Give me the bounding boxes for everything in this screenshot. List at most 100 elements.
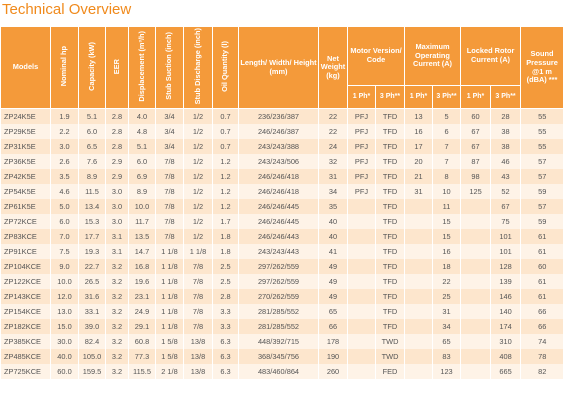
value-cell: 74 bbox=[520, 334, 563, 349]
phase-header: 1 Ph* bbox=[404, 85, 433, 109]
value-cell: 7.6 bbox=[78, 154, 106, 169]
value-cell: 1.8 bbox=[212, 229, 239, 244]
value-cell: 98 bbox=[460, 169, 491, 184]
value-cell: 61 bbox=[520, 274, 563, 289]
value-cell: 11.5 bbox=[78, 184, 106, 199]
value-cell: 368/345/756 bbox=[238, 349, 319, 364]
table-row: ZP29K5E 2.2 6.0 2.8 4.8 3/4 1/2 0.7 246/246/387 2… bbox=[0, 124, 563, 139]
value-cell bbox=[460, 259, 491, 274]
value-cell: 11.7 bbox=[128, 214, 156, 229]
value-cell: 60 bbox=[460, 108, 491, 124]
table-header: Models Nominal hp Capacity (kW) EER Displace… bbox=[0, 26, 563, 109]
value-cell: 1 1/8 bbox=[155, 244, 184, 259]
value-cell: 19.6 bbox=[128, 274, 156, 289]
value-cell: 10.0 bbox=[128, 199, 156, 214]
value-cell: 3.2 bbox=[105, 304, 129, 319]
value-cell: 246/246/418 bbox=[238, 184, 319, 199]
table-row: ZP31K5E 3.0 6.5 2.8 5.1 3/4 1/2 0.7 243/243/388 2… bbox=[0, 139, 563, 154]
value-cell: 5.0 bbox=[50, 199, 79, 214]
value-cell: 243/243/506 bbox=[238, 154, 319, 169]
value-cell: 22.7 bbox=[78, 259, 106, 274]
value-cell: 8.9 bbox=[78, 169, 106, 184]
value-cell bbox=[460, 364, 491, 379]
value-cell: 1/2 bbox=[183, 139, 213, 154]
value-cell: 10.0 bbox=[50, 274, 79, 289]
value-cell: 1/2 bbox=[183, 124, 213, 139]
value-cell: 31.6 bbox=[78, 289, 106, 304]
value-cell: 6.9 bbox=[128, 169, 156, 184]
value-cell bbox=[347, 319, 376, 334]
value-cell: 55 bbox=[520, 108, 563, 124]
value-cell: 2.6 bbox=[50, 154, 79, 169]
value-cell: 15 bbox=[431, 229, 461, 244]
value-cell: 34 bbox=[431, 319, 461, 334]
value-cell bbox=[347, 349, 376, 364]
value-cell: 236/236/387 bbox=[238, 108, 319, 124]
value-cell: 65 bbox=[431, 334, 461, 349]
value-cell: 49 bbox=[318, 259, 348, 274]
value-cell: 31 bbox=[404, 184, 433, 199]
value-cell: 38 bbox=[490, 124, 521, 139]
value-cell: 3.2 bbox=[105, 319, 129, 334]
value-cell: 2.9 bbox=[105, 169, 129, 184]
value-cell: 61 bbox=[520, 229, 563, 244]
value-cell: 40.0 bbox=[50, 349, 79, 364]
value-cell: 52 bbox=[490, 184, 521, 199]
column-header: Capacity (kW) bbox=[78, 26, 106, 109]
value-cell: 13.4 bbox=[78, 199, 106, 214]
value-cell: 22 bbox=[318, 124, 348, 139]
value-cell: 1 1/8 bbox=[155, 304, 184, 319]
value-cell: TFD bbox=[375, 229, 405, 244]
value-cell: PFJ bbox=[347, 139, 376, 154]
value-cell: 7/8 bbox=[183, 304, 213, 319]
value-cell: TFD bbox=[375, 139, 405, 154]
value-cell: 3.0 bbox=[105, 199, 129, 214]
value-cell: 246/246/443 bbox=[238, 229, 319, 244]
subheader-row: 1 Ph* 3 Ph** 1 Ph* 3 Ph** 1 Ph* 3 Ph** bbox=[1, 85, 563, 109]
value-cell: TWD bbox=[375, 334, 405, 349]
title: Technical Overview bbox=[2, 1, 132, 18]
value-cell: 87 bbox=[460, 154, 491, 169]
value-cell: 125 bbox=[460, 184, 491, 199]
value-cell: TFD bbox=[375, 124, 405, 139]
value-cell: 43 bbox=[490, 169, 521, 184]
value-cell: 26.5 bbox=[78, 274, 106, 289]
value-cell: TFD bbox=[375, 184, 405, 199]
value-cell: 21 bbox=[404, 169, 433, 184]
table-row: ZP24K5E 1.9 5.1 2.8 4.0 3/4 1/2 0.7 236/236/387 2… bbox=[0, 108, 563, 124]
value-cell: 146 bbox=[490, 289, 521, 304]
value-cell: 1 1/8 bbox=[155, 259, 184, 274]
table-row: ZP72KCE 6.0 15.3 3.0 11.7 7/8 1/2 1.7 246/246/44… bbox=[0, 214, 563, 229]
value-cell: 82.4 bbox=[78, 334, 106, 349]
value-cell: 1.8 bbox=[212, 244, 239, 259]
value-cell: 6.0 bbox=[50, 214, 79, 229]
model-cell: ZP72KCE bbox=[0, 214, 51, 229]
value-cell: 139 bbox=[490, 274, 521, 289]
value-cell bbox=[460, 199, 491, 214]
value-cell: 75 bbox=[490, 214, 521, 229]
value-cell: 281/285/552 bbox=[238, 319, 319, 334]
value-cell: 3.0 bbox=[105, 184, 129, 199]
value-cell: 13/8 bbox=[183, 364, 213, 379]
column-header: Stub Discharge (inch) bbox=[183, 26, 213, 109]
value-cell: 243/243/443 bbox=[238, 244, 319, 259]
value-cell: 61 bbox=[520, 289, 563, 304]
value-cell: 0.7 bbox=[212, 108, 239, 124]
value-cell: 40 bbox=[318, 214, 348, 229]
value-cell: 67 bbox=[490, 199, 521, 214]
value-cell: 7/8 bbox=[155, 184, 184, 199]
table-body: ZP24K5E 1.9 5.1 2.8 4.0 3/4 1/2 0.7 236/236/387 2… bbox=[0, 108, 563, 379]
phase-header: 1 Ph* bbox=[347, 85, 376, 109]
column-header-text: Oil Quantity (l) bbox=[220, 40, 230, 92]
table-row: ZP36K5E 2.6 7.6 2.9 6.0 7/8 1/2 1.2 243/243/506 3… bbox=[0, 154, 563, 169]
value-cell: 3/4 bbox=[155, 108, 184, 124]
value-cell: 13/8 bbox=[183, 334, 213, 349]
value-cell: 17 bbox=[404, 139, 433, 154]
value-cell: 3.2 bbox=[105, 289, 129, 304]
value-cell: 3.2 bbox=[105, 334, 129, 349]
value-cell: 281/285/552 bbox=[238, 304, 319, 319]
value-cell: 6 bbox=[431, 124, 461, 139]
table-row: ZP61K5E 5.0 13.4 3.0 10.0 7/8 1/2 1.2 246/246/44… bbox=[0, 199, 563, 214]
value-cell: 7 bbox=[431, 139, 461, 154]
model-cell: ZP182KCE bbox=[0, 319, 51, 334]
